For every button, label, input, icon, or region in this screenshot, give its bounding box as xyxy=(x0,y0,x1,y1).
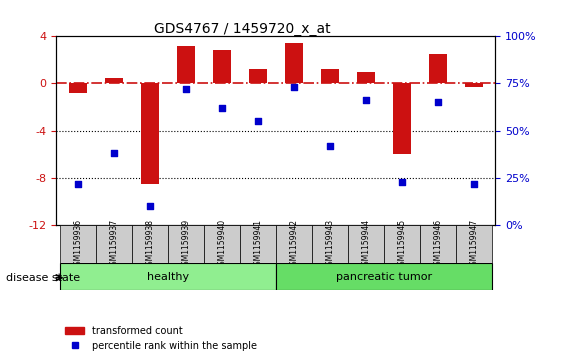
FancyBboxPatch shape xyxy=(132,225,168,263)
Text: GSM1159938: GSM1159938 xyxy=(145,219,154,270)
Point xyxy=(109,150,118,156)
FancyBboxPatch shape xyxy=(60,263,276,290)
Text: GSM1159941: GSM1159941 xyxy=(253,219,262,270)
Text: GSM1159942: GSM1159942 xyxy=(289,219,298,270)
FancyBboxPatch shape xyxy=(348,225,384,263)
FancyBboxPatch shape xyxy=(312,225,348,263)
Text: pancreatic tumor: pancreatic tumor xyxy=(336,272,432,282)
Text: disease state: disease state xyxy=(6,273,80,283)
FancyBboxPatch shape xyxy=(240,225,276,263)
Bar xyxy=(393,83,411,154)
Text: GSM1159944: GSM1159944 xyxy=(361,219,370,270)
Bar xyxy=(177,46,195,83)
Text: GSM1159947: GSM1159947 xyxy=(470,219,479,270)
FancyBboxPatch shape xyxy=(276,263,492,290)
Legend: transformed count, percentile rank within the sample: transformed count, percentile rank withi… xyxy=(61,322,261,355)
Bar xyxy=(285,44,303,83)
Text: GSM1159945: GSM1159945 xyxy=(397,219,406,270)
Text: GSM1159946: GSM1159946 xyxy=(434,219,443,270)
Bar xyxy=(213,50,231,83)
FancyBboxPatch shape xyxy=(60,225,96,263)
Point xyxy=(325,143,334,149)
Bar xyxy=(357,72,375,83)
FancyBboxPatch shape xyxy=(384,225,420,263)
FancyBboxPatch shape xyxy=(276,225,312,263)
Bar xyxy=(465,83,483,87)
Bar xyxy=(249,69,267,83)
Bar xyxy=(69,83,87,93)
Point xyxy=(73,181,82,187)
Text: GSM1159939: GSM1159939 xyxy=(181,219,190,270)
Point xyxy=(434,99,443,105)
Point xyxy=(145,203,154,209)
FancyBboxPatch shape xyxy=(456,225,492,263)
Point xyxy=(361,98,370,103)
Bar xyxy=(105,78,123,83)
Point xyxy=(217,105,226,111)
Text: GSM1159940: GSM1159940 xyxy=(217,219,226,270)
Text: GDS4767 / 1459720_x_at: GDS4767 / 1459720_x_at xyxy=(154,22,330,36)
Point xyxy=(289,84,298,90)
Text: GSM1159936: GSM1159936 xyxy=(73,219,82,270)
FancyBboxPatch shape xyxy=(96,225,132,263)
Point xyxy=(253,118,262,124)
FancyBboxPatch shape xyxy=(204,225,240,263)
Bar xyxy=(321,69,339,83)
FancyBboxPatch shape xyxy=(420,225,456,263)
FancyBboxPatch shape xyxy=(168,225,204,263)
Text: GSM1159937: GSM1159937 xyxy=(109,219,118,270)
Text: healthy: healthy xyxy=(147,272,189,282)
Point xyxy=(397,179,406,184)
Point xyxy=(181,86,190,92)
Point xyxy=(470,181,479,187)
Text: GSM1159943: GSM1159943 xyxy=(325,219,334,270)
Bar xyxy=(141,83,159,184)
Bar xyxy=(429,54,447,83)
